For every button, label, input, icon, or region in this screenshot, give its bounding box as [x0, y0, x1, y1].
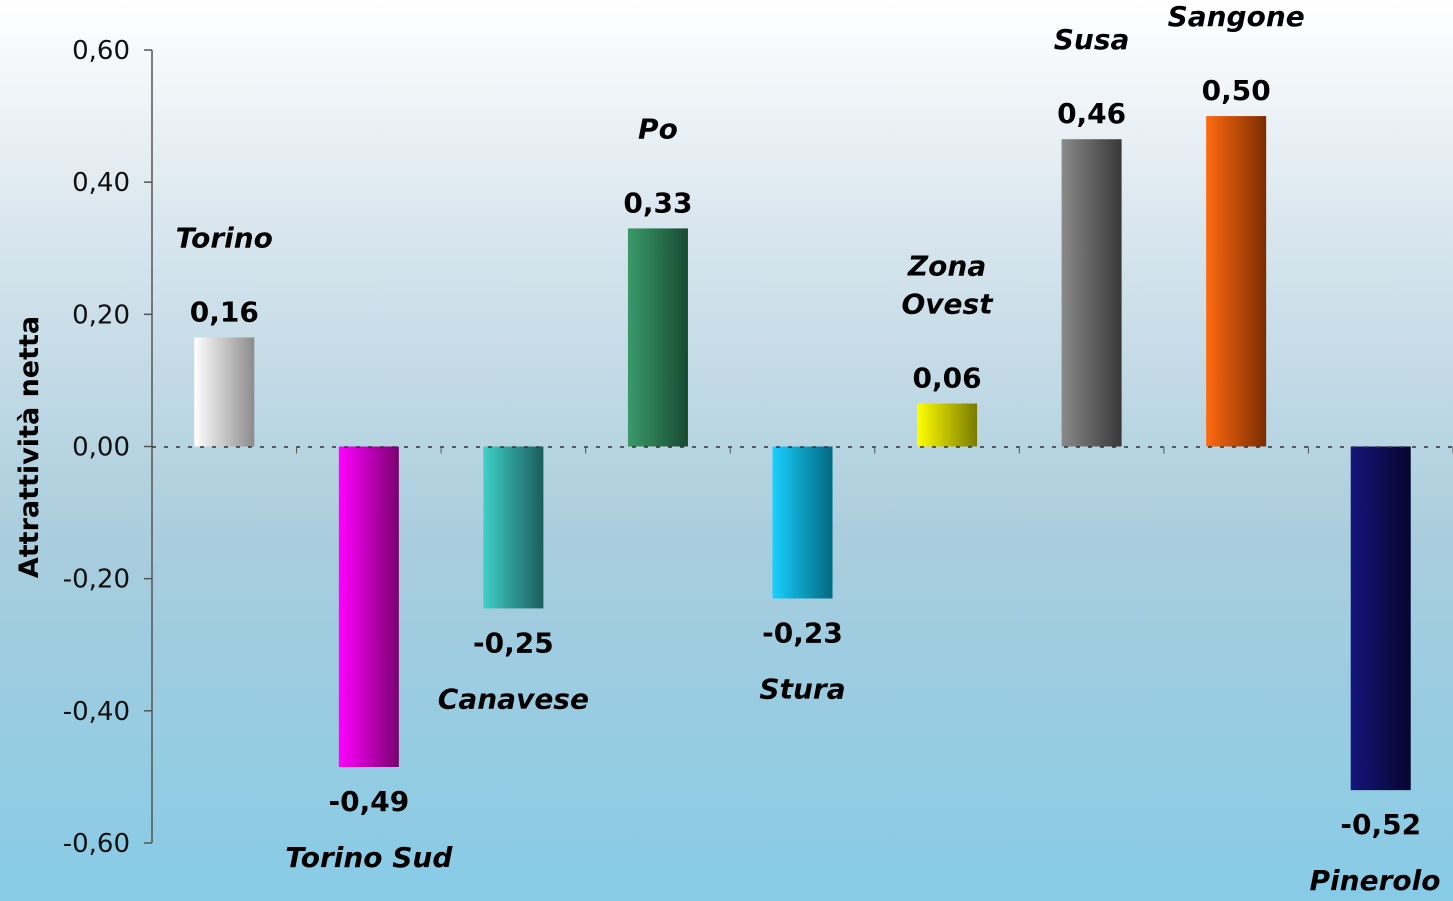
category-label: Susa — [1054, 23, 1130, 56]
category-label: Sangone — [1168, 0, 1305, 33]
value-label: 0,46 — [1057, 97, 1126, 130]
value-label: -0,49 — [328, 785, 409, 818]
value-label: 0,50 — [1202, 74, 1271, 107]
value-label: 0,33 — [623, 186, 692, 219]
y-axis-title: Attrattività netta — [14, 316, 45, 578]
y-tick-label: -0,40 — [63, 697, 130, 727]
category-label: Torino Sud — [285, 841, 453, 874]
bar-canavese — [483, 446, 544, 609]
value-label: 0,06 — [913, 362, 982, 395]
bar-sangone — [1206, 116, 1267, 447]
value-label: 0,16 — [190, 295, 259, 328]
category-label: Torino — [176, 221, 273, 254]
value-label: -0,52 — [1340, 808, 1421, 841]
bar-stura — [772, 446, 833, 599]
category-label: Canavese — [438, 682, 589, 715]
bar-pinerolo — [1350, 446, 1411, 791]
value-label: -0,25 — [473, 626, 554, 659]
value-label: -0,23 — [762, 616, 843, 649]
bar-po — [627, 228, 688, 447]
y-tick-label: 0,40 — [72, 168, 130, 198]
bar-torino — [194, 337, 255, 447]
bar-zona-ovest — [917, 403, 978, 447]
y-tick-label: -0,60 — [63, 829, 130, 859]
y-tick-label: 0,60 — [72, 36, 130, 66]
y-tick-label: 0,20 — [72, 300, 130, 330]
bar-torino-sud — [338, 446, 399, 768]
category-label: Po — [638, 112, 678, 145]
category-label: Pinerolo — [1310, 864, 1441, 897]
category-label: Zona Ovest — [902, 250, 995, 321]
bar-susa — [1061, 139, 1122, 447]
y-tick-label: -0,20 — [63, 565, 130, 595]
category-label: Stura — [759, 672, 845, 705]
y-tick-label: 0,00 — [72, 433, 130, 463]
